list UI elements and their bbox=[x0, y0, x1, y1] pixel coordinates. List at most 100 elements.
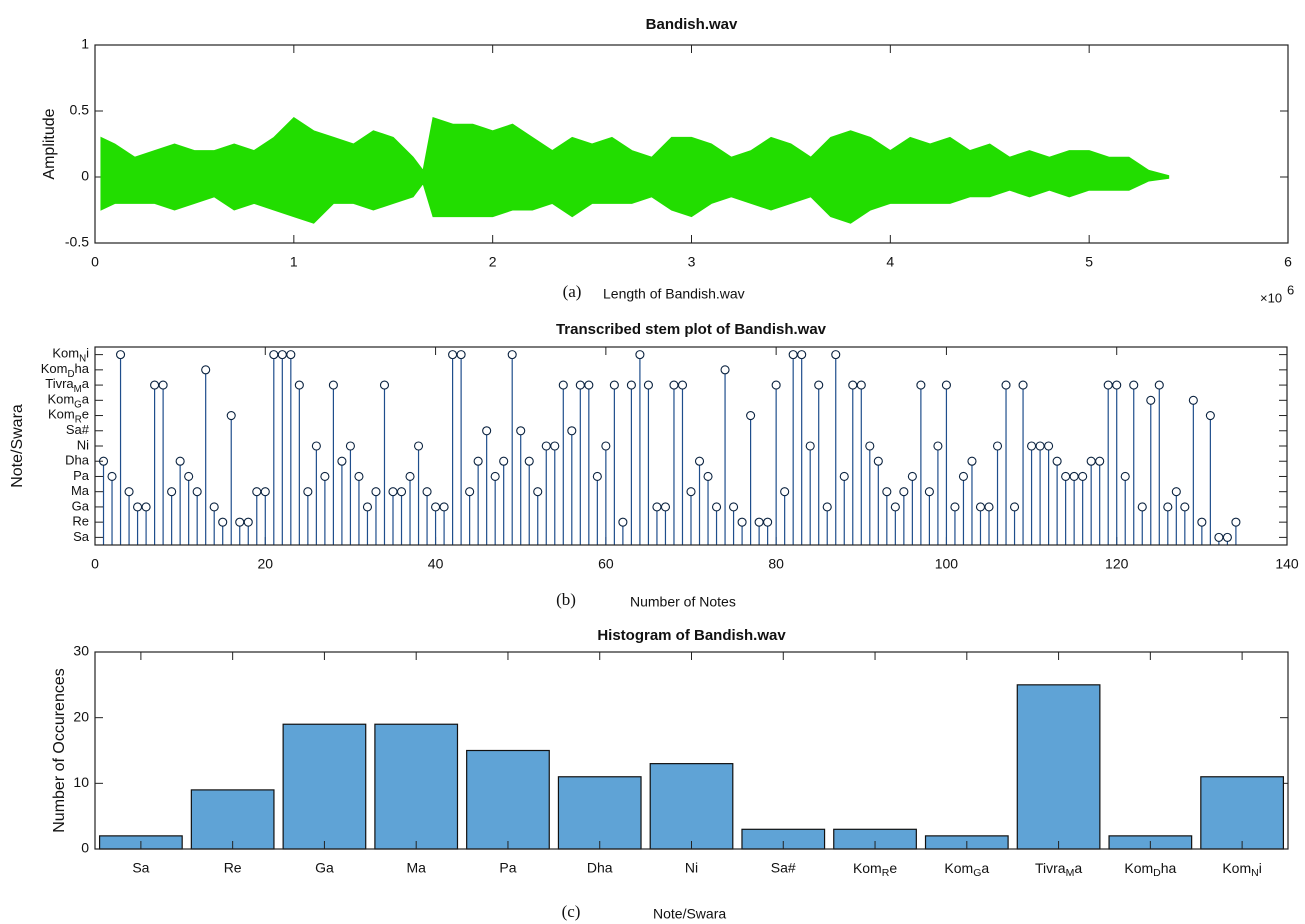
stem-marker bbox=[1078, 471, 1088, 482]
stem-marker bbox=[516, 426, 526, 436]
y-tick-label: Ga bbox=[72, 498, 90, 513]
x-tick-label: 80 bbox=[768, 556, 784, 572]
x-tick-label: TivraMa bbox=[1035, 860, 1082, 879]
stem-marker bbox=[1137, 502, 1147, 512]
stem-marker bbox=[890, 502, 900, 512]
x-tick-label: 0 bbox=[91, 254, 99, 270]
stem-marker bbox=[396, 487, 407, 497]
stem-marker bbox=[550, 441, 560, 451]
caption: (b) bbox=[556, 590, 576, 609]
stem-marker bbox=[1069, 471, 1079, 482]
bar bbox=[649, 763, 734, 850]
stem-marker bbox=[805, 441, 815, 451]
x-axis-label: Number of Notes bbox=[630, 594, 736, 610]
y-tick-label: KomNi bbox=[52, 346, 89, 364]
stem-marker bbox=[669, 380, 679, 390]
waveform bbox=[100, 116, 1170, 224]
stem-marker bbox=[218, 517, 228, 527]
stem-marker bbox=[1188, 395, 1198, 405]
stem-marker bbox=[371, 487, 381, 497]
y-tick-label: 0 bbox=[81, 840, 89, 856]
y-tick-label: 0.5 bbox=[70, 102, 90, 118]
x-tick-label: Re bbox=[224, 860, 242, 876]
bar bbox=[282, 723, 367, 850]
stem-marker bbox=[201, 365, 211, 375]
chart-title: Bandish.wav bbox=[646, 16, 738, 33]
stem-marker bbox=[848, 380, 858, 390]
stem-marker bbox=[533, 487, 543, 497]
bar bbox=[1016, 684, 1101, 850]
stem-marker bbox=[405, 471, 415, 482]
stem-marker bbox=[856, 380, 866, 390]
stem-marker bbox=[618, 517, 628, 527]
stem-marker bbox=[243, 517, 253, 527]
bar bbox=[1200, 776, 1285, 850]
stem-marker bbox=[1018, 380, 1028, 390]
y-tick-label: Dha bbox=[65, 453, 90, 468]
stem-marker bbox=[141, 502, 151, 512]
y-tick-label: 10 bbox=[73, 774, 89, 790]
stem-marker bbox=[992, 441, 1003, 451]
stem-marker bbox=[780, 487, 790, 497]
stem-marker bbox=[1112, 380, 1122, 390]
stem-marker bbox=[1197, 517, 1207, 527]
x-tick-label: Ni bbox=[685, 860, 698, 876]
stem-marker bbox=[839, 471, 849, 482]
stem-marker bbox=[252, 487, 262, 497]
stem-marker bbox=[609, 380, 619, 390]
stem-marker bbox=[1120, 471, 1130, 482]
stem-marker bbox=[746, 410, 756, 421]
y-tick-label: 30 bbox=[73, 643, 89, 659]
stem-marker bbox=[643, 380, 653, 390]
x-tick-label: KomNi bbox=[1222, 860, 1262, 879]
stem-marker bbox=[575, 380, 585, 390]
stem-marker bbox=[337, 456, 347, 466]
stem-marker bbox=[465, 487, 475, 497]
stem-marker bbox=[269, 350, 279, 360]
stem-marker bbox=[1095, 456, 1105, 466]
x-tick-label: 40 bbox=[428, 556, 444, 572]
x-axis-label: Note/Swara bbox=[653, 906, 726, 922]
stem-marker bbox=[150, 380, 160, 390]
stem-marker bbox=[924, 487, 934, 497]
stem-marker bbox=[975, 502, 986, 512]
stem-marker bbox=[967, 456, 977, 466]
x-tick-label: KomRe bbox=[853, 860, 897, 879]
stem-marker bbox=[175, 456, 185, 466]
y-tick-label: 0 bbox=[81, 168, 89, 184]
stem-marker bbox=[192, 487, 202, 497]
stem-marker bbox=[958, 471, 969, 482]
stem-marker bbox=[354, 471, 364, 482]
stem-marker bbox=[1129, 380, 1139, 390]
stem-marker bbox=[814, 380, 824, 390]
y-tick-label: Sa bbox=[73, 529, 90, 544]
stem-marker bbox=[158, 380, 168, 390]
y-tick-label: TivraMa bbox=[45, 377, 90, 395]
bar bbox=[190, 789, 275, 850]
x-tick-label: Sa bbox=[132, 860, 149, 876]
stem-marker bbox=[499, 456, 509, 466]
x-tick-label: KomGa bbox=[944, 860, 989, 879]
stem-marker bbox=[1205, 410, 1215, 421]
stem-marker bbox=[294, 380, 304, 390]
stem-marker bbox=[1061, 471, 1071, 482]
y-tick-label: Sa# bbox=[66, 422, 90, 437]
chart-title: Histogram of Bandish.wav bbox=[597, 627, 786, 644]
y-tick-label: 1 bbox=[81, 36, 89, 52]
stem-marker bbox=[286, 350, 296, 360]
stem-marker bbox=[592, 471, 602, 482]
x-tick-label: KomDha bbox=[1124, 860, 1176, 879]
x-tick-label: Sa# bbox=[771, 860, 796, 876]
stem-marker bbox=[584, 380, 594, 390]
stem-marker bbox=[567, 426, 577, 436]
stem-marker bbox=[235, 517, 245, 527]
stem-marker bbox=[822, 502, 832, 512]
stem-marker bbox=[950, 502, 960, 512]
bar bbox=[374, 723, 459, 850]
y-tick-label: KomGa bbox=[47, 392, 89, 410]
axes-box bbox=[94, 346, 1288, 546]
stem-marker bbox=[490, 471, 500, 482]
stem-marker bbox=[1103, 380, 1113, 390]
stem-marker bbox=[388, 487, 398, 497]
stem-marker bbox=[345, 441, 355, 451]
